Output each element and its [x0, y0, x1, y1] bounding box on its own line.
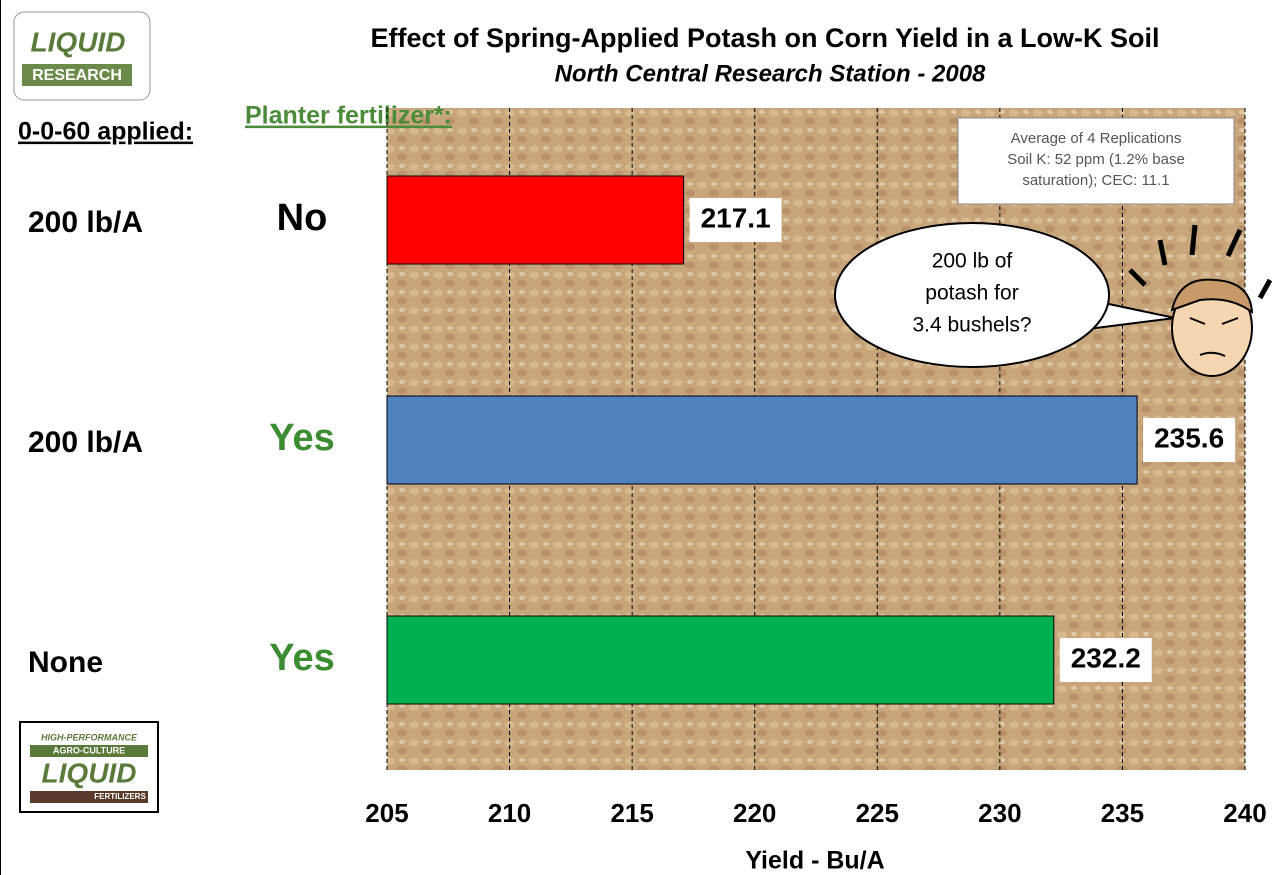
- planter-label: No: [277, 197, 328, 239]
- value-label: 235.6: [1154, 422, 1224, 453]
- callout-line: 3.4 bushels?: [912, 314, 1031, 337]
- x-tick-label: 220: [733, 798, 776, 828]
- logo-text: LIQUID: [42, 757, 137, 788]
- callout-line: 200 lb of: [932, 250, 1013, 273]
- category-label: None: [28, 646, 103, 679]
- x-tick-label: 210: [488, 798, 531, 828]
- logo: LIQUID RESEARCH: [14, 12, 150, 100]
- note-line: Soil K: 52 ppm (1.2% base: [1007, 151, 1185, 168]
- column-header: Planter fertilizer*:: [245, 102, 452, 130]
- bar: [387, 616, 1054, 704]
- logo: HIGH-PERFORMANCE AGRO-CULTURE LIQUID FER…: [20, 722, 158, 812]
- x-tick-label: 235: [1101, 798, 1144, 828]
- category-label: 200 lb/A: [28, 206, 143, 239]
- logo-text: HIGH-PERFORMANCE: [41, 732, 138, 742]
- bar: [387, 396, 1137, 484]
- note-line: Average of 4 Replications: [1011, 130, 1182, 147]
- bar: [387, 176, 684, 264]
- x-tick-label: 205: [365, 798, 408, 828]
- chart-subtitle: North Central Research Station - 2008: [555, 60, 986, 87]
- x-tick-label: 240: [1223, 798, 1266, 828]
- planter-label: Yes: [269, 417, 335, 459]
- x-axis-title: Yield - Bu/A: [745, 847, 884, 875]
- column-header: 0-0-60 applied:: [18, 118, 193, 146]
- category-label: 200 lb/A: [28, 426, 143, 459]
- planter-label: Yes: [269, 637, 335, 679]
- x-tick-label: 230: [978, 798, 1021, 828]
- chart: Effect of Spring-Applied Potash on Corn …: [0, 0, 1274, 875]
- chart-title: Effect of Spring-Applied Potash on Corn …: [370, 23, 1159, 53]
- value-label: 217.1: [701, 202, 771, 233]
- logo-text: AGRO-CULTURE: [53, 745, 125, 755]
- logo-text: RESEARCH: [32, 67, 122, 84]
- note-box: Average of 4 Replications Soil K: 52 ppm…: [958, 118, 1234, 204]
- logo-text: FERTILIZERS: [94, 792, 146, 801]
- callout-line: potash for: [925, 282, 1018, 305]
- value-label: 232.2: [1071, 642, 1141, 673]
- x-tick-label: 225: [856, 798, 899, 828]
- logo-text: LIQUID: [31, 26, 126, 57]
- x-tick-label: 215: [610, 798, 653, 828]
- note-line: saturation); CEC: 11.1: [1022, 172, 1169, 189]
